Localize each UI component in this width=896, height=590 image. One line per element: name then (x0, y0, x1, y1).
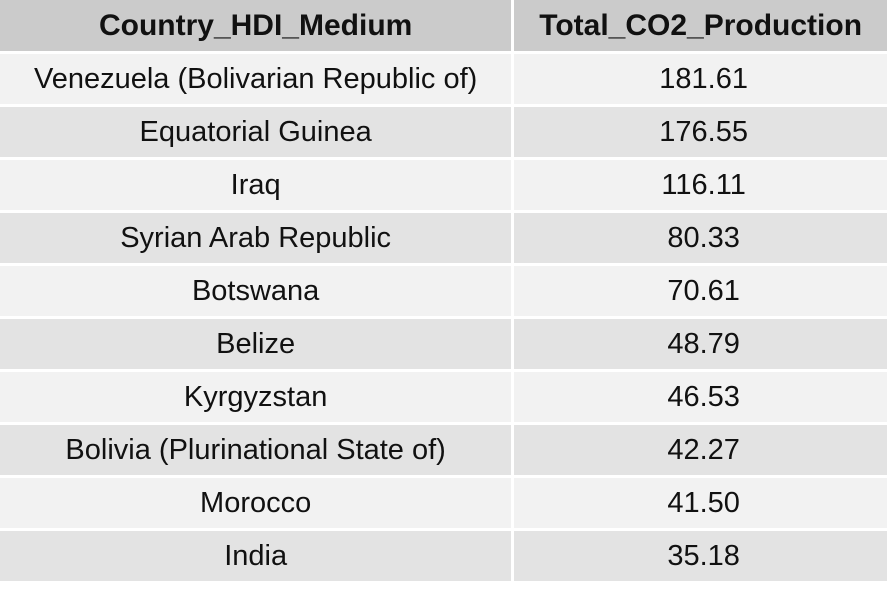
table-header: Country_HDI_Medium Total_CO2_Production (0, 0, 887, 51)
table-row: Bolivia (Plurinational State of) 42.27 (0, 425, 887, 475)
country-cell: Iraq (0, 160, 512, 210)
table-row: India 35.18 (0, 531, 887, 581)
co2-cell: 80.33 (514, 213, 887, 263)
country-cell: Botswana (0, 266, 512, 316)
country-cell: Bolivia (Plurinational State of) (0, 425, 512, 475)
co2-cell: 46.53 (514, 372, 887, 422)
column-header-country: Country_HDI_Medium (0, 0, 512, 51)
country-cell: Syrian Arab Republic (0, 213, 512, 263)
co2-cell: 176.55 (514, 107, 887, 157)
country-cell: Equatorial Guinea (0, 107, 512, 157)
co2-cell: 48.79 (514, 319, 887, 369)
co2-cell: 35.18 (514, 531, 887, 581)
co2-cell: 41.50 (514, 478, 887, 528)
co2-cell: 181.61 (514, 54, 887, 104)
header-row: Country_HDI_Medium Total_CO2_Production (0, 0, 887, 51)
table-row: Morocco 41.50 (0, 478, 887, 528)
table-row: Iraq 116.11 (0, 160, 887, 210)
table-body: Venezuela (Bolivarian Republic of) 181.6… (0, 54, 887, 581)
country-cell: Belize (0, 319, 512, 369)
country-cell: Morocco (0, 478, 512, 528)
co2-cell: 70.61 (514, 266, 887, 316)
table-row: Belize 48.79 (0, 319, 887, 369)
country-cell: India (0, 531, 512, 581)
table-row: Equatorial Guinea 176.55 (0, 107, 887, 157)
table-row: Syrian Arab Republic 80.33 (0, 213, 887, 263)
country-cell: Kyrgyzstan (0, 372, 512, 422)
country-cell: Venezuela (Bolivarian Republic of) (0, 54, 512, 104)
co2-cell: 42.27 (514, 425, 887, 475)
table-row: Kyrgyzstan 46.53 (0, 372, 887, 422)
co2-cell: 116.11 (514, 160, 887, 210)
table-row: Venezuela (Bolivarian Republic of) 181.6… (0, 54, 887, 104)
column-header-co2: Total_CO2_Production (514, 0, 887, 51)
table-row: Botswana 70.61 (0, 266, 887, 316)
